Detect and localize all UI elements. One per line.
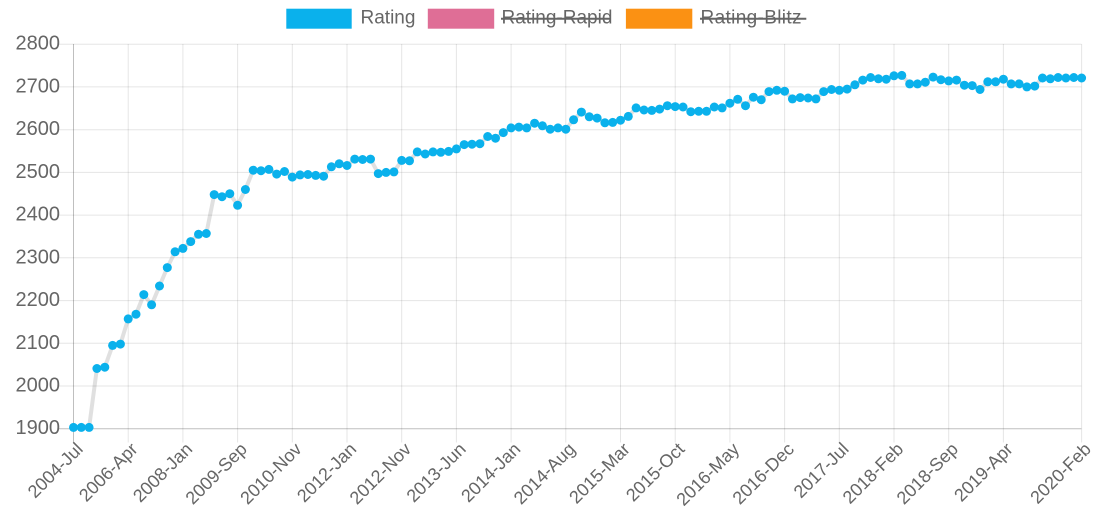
svg-text:2600: 2600 (16, 118, 61, 140)
svg-text:2019-Apr: 2019-Apr (950, 439, 1017, 506)
svg-text:2100: 2100 (16, 332, 61, 354)
svg-text:2000: 2000 (16, 375, 61, 397)
svg-text:2700: 2700 (16, 75, 61, 97)
svg-text:2013-Jun: 2013-Jun (403, 439, 470, 506)
svg-text:2300: 2300 (16, 246, 61, 268)
svg-text:Rating: Rating (361, 8, 416, 29)
svg-text:2800: 2800 (16, 33, 61, 55)
svg-text:2500: 2500 (16, 161, 61, 183)
svg-text:1900: 1900 (16, 417, 61, 439)
svg-text:2400: 2400 (16, 204, 61, 226)
svg-text:2015-Mar: 2015-Mar (565, 439, 634, 508)
svg-text:2020-Feb: 2020-Feb (1026, 439, 1095, 508)
svg-text:2200: 2200 (16, 289, 61, 311)
